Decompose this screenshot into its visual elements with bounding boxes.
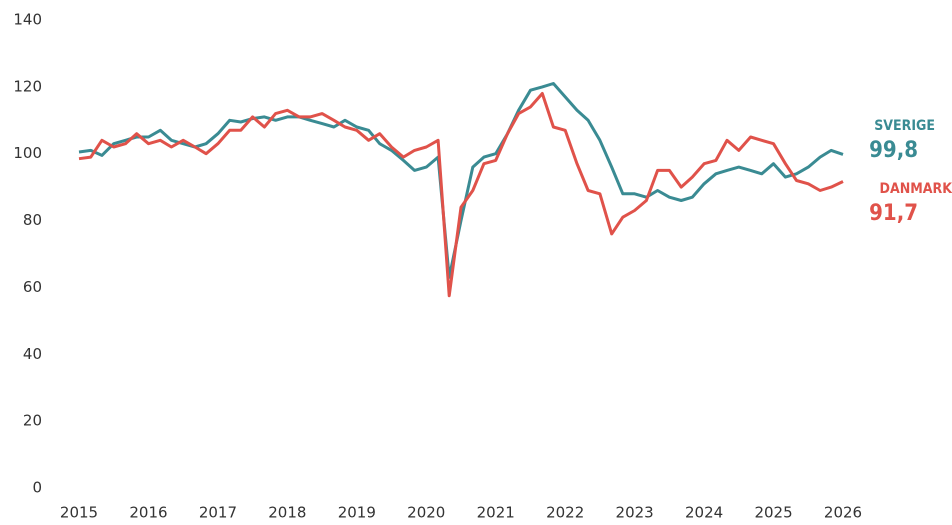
y-tick-label: 40 [23, 345, 42, 363]
x-tick-label: 2025 [754, 504, 792, 522]
line [78, 82, 844, 279]
x-tick-label: 2017 [199, 504, 237, 522]
y-tick-label: 120 [13, 77, 42, 95]
y-tick-label: 100 [13, 144, 42, 162]
line [78, 92, 844, 298]
legend-label: DANMARK [880, 181, 952, 197]
x-tick-label: 2021 [477, 504, 515, 522]
x-tick-label: 2022 [546, 504, 584, 522]
y-tick-label: 140 [13, 11, 42, 29]
x-tick-label: 2026 [824, 504, 862, 522]
x-tick-label: 2020 [407, 504, 445, 522]
y-tick-label: 20 [23, 412, 42, 430]
x-tick-label: 2018 [268, 504, 306, 522]
legend-label: SVERIGE [874, 118, 935, 134]
x-tick-label: 2015 [60, 504, 98, 522]
x-tick-label: 2016 [129, 504, 167, 522]
x-tick-label: 2019 [338, 504, 376, 522]
x-tick-label: 2023 [616, 504, 654, 522]
y-tick-label: 80 [23, 211, 42, 229]
end-value-label: 99,8 [869, 138, 918, 163]
end-value-label: 91,7 [869, 201, 918, 226]
y-tick-label: 60 [23, 278, 42, 296]
y-tick-label: 0 [32, 479, 42, 497]
x-tick-label: 2024 [685, 504, 723, 522]
